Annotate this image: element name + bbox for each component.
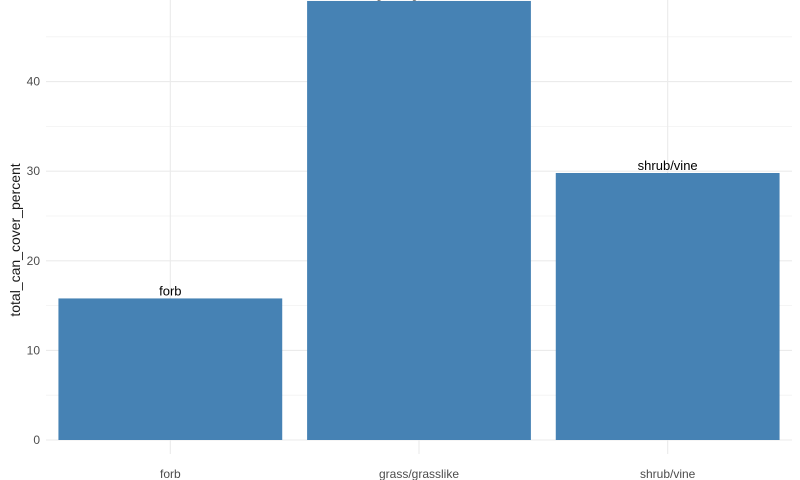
y-tick-label: 10 (27, 343, 41, 357)
bar-data-label: grass/grasslike (376, 0, 463, 1)
y-tick-label: 20 (27, 254, 41, 268)
bar-data-label: shrub/vine (638, 158, 698, 173)
bar (307, 0, 531, 441)
x-tick-label: shrub/vine (640, 467, 696, 480)
y-tick-label: 0 (33, 433, 40, 447)
y-tick-labels: 0 10 20 30 40 (27, 75, 41, 447)
y-tick-label: 40 (27, 75, 41, 89)
bar-data-label: forb (159, 283, 181, 298)
y-axis-label: total_can_cover_percent (7, 163, 23, 316)
bar-labels: forb grass/grasslike shrub/vine (159, 0, 698, 298)
bar (555, 172, 780, 440)
x-tick-label: grass/grasslike (379, 467, 459, 480)
y-tick-label: 30 (27, 164, 41, 178)
bar (58, 298, 283, 440)
bars (58, 0, 780, 441)
x-tick-label: forb (160, 467, 181, 480)
x-tick-labels: forb grass/grasslike shrub/vine (160, 467, 696, 480)
